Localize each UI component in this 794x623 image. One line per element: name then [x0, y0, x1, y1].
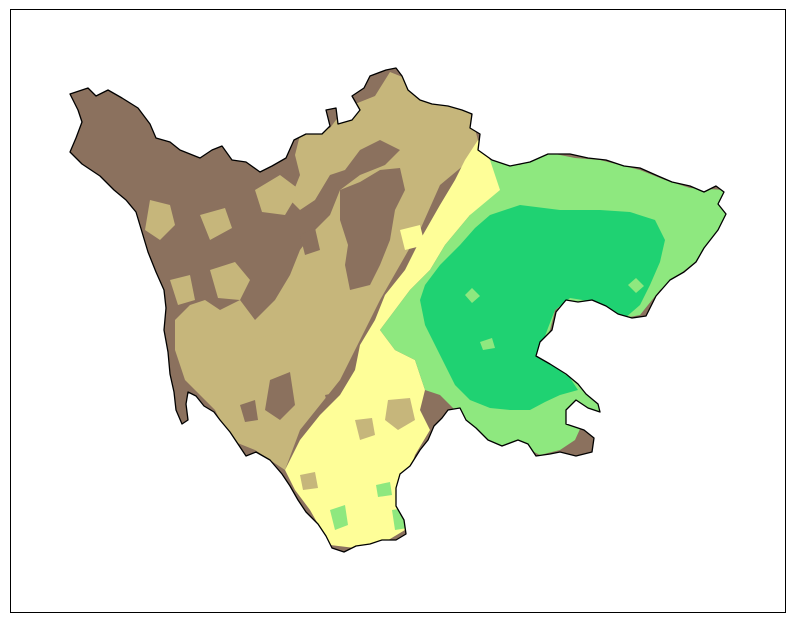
- zone-mountain-slopes: [210, 262, 250, 300]
- zone-hills: [285, 140, 520, 548]
- zone-mountain-slopes: [175, 72, 478, 470]
- zone-mountain-slopes: [245, 330, 300, 375]
- zone-mountain-slopes: [145, 200, 175, 240]
- zone-lowland-rim-island: [480, 338, 495, 350]
- zone-high-plateau-island: [340, 168, 405, 290]
- zone-lowland-rim: [376, 482, 392, 497]
- zone-mountain-slopes: [255, 175, 300, 215]
- zone-basin-floor: [420, 205, 665, 410]
- region-border: [69, 67, 727, 553]
- zone-mountain-slopes: [170, 275, 195, 305]
- zone-mountain-slopes-island: [355, 418, 375, 440]
- zone-hills: [400, 225, 425, 250]
- zone-mountain-slopes-island: [300, 472, 318, 490]
- zone-mountain-slopes: [200, 208, 232, 240]
- zone-high-plateau-island: [265, 372, 295, 420]
- zone-mountain-slopes-island: [385, 398, 415, 430]
- zone-high-plateau-island: [300, 228, 320, 255]
- zone-high-plateau-island: [240, 400, 258, 422]
- zone-lowland-rim-island: [465, 288, 480, 303]
- zone-lowland-rim-island: [628, 278, 644, 293]
- zone-lowland-rim: [330, 505, 348, 530]
